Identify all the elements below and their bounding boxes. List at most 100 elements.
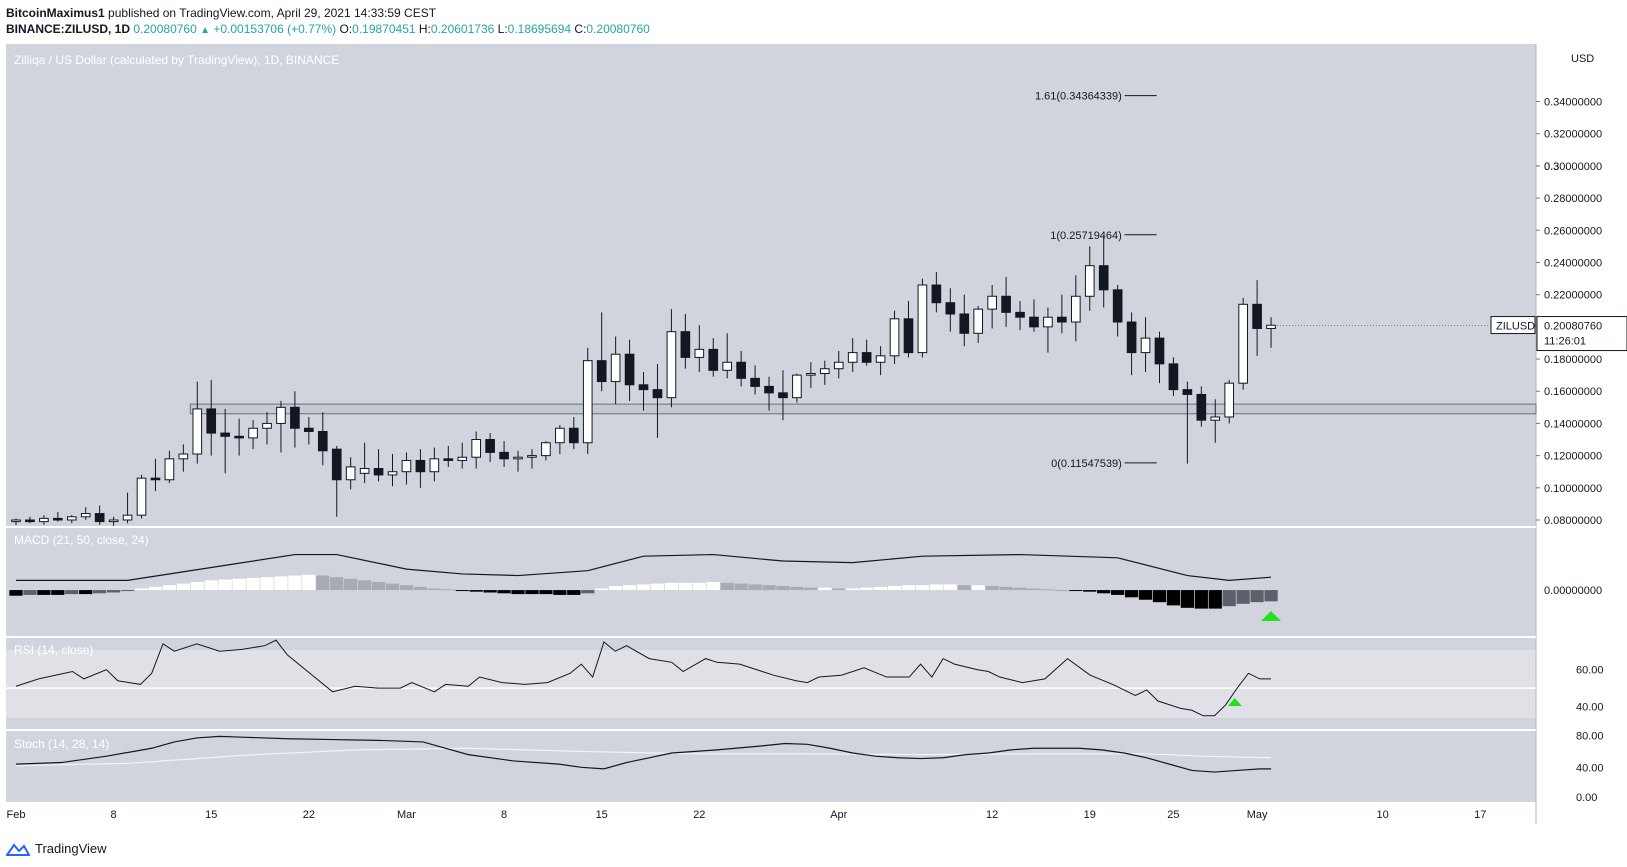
candle-down <box>317 430 328 452</box>
candle-down <box>959 313 970 334</box>
candle-up <box>806 373 816 376</box>
price-tick-label: 0.12000000 <box>1544 451 1602 463</box>
low-label: L: <box>497 22 508 36</box>
change-value: +0.00153706 (+0.77%) <box>213 22 337 36</box>
macd-histogram-bar <box>1111 590 1125 595</box>
candle-down <box>1252 303 1262 329</box>
last-price-value: 0.20080760 <box>1544 321 1602 333</box>
candle-up <box>80 513 91 518</box>
candle-down <box>415 459 426 473</box>
candle-down <box>750 377 760 387</box>
time-tick-label: Apr <box>830 809 847 821</box>
symbol-label: BINANCE:ZILUSD, 1D <box>6 22 131 36</box>
price-tick-label: 0.3 <box>1544 161 1559 173</box>
macd-histogram-bar <box>567 590 581 595</box>
high-label: H: <box>418 22 431 36</box>
macd-histogram-bar <box>65 590 79 595</box>
macd-histogram-bar <box>943 584 957 591</box>
candle-up <box>66 516 77 521</box>
candle-up <box>345 466 356 481</box>
candle-up <box>513 456 523 460</box>
rsi-tick-label: 60.00 <box>1576 665 1604 677</box>
candle-up <box>1266 324 1276 329</box>
macd-histogram-bar <box>148 586 163 591</box>
macd-histogram-bar <box>483 590 497 593</box>
macd-histogram-bar <box>664 582 679 591</box>
currency-label: USD <box>1571 53 1594 65</box>
macd-histogram-bar <box>37 590 51 595</box>
macd-histogram-bar <box>218 579 232 591</box>
candle-down <box>53 517 63 521</box>
candle-down <box>652 389 663 399</box>
candle-down <box>234 435 244 439</box>
author-name[interactable]: BitcoinMaximus1 <box>6 6 105 20</box>
macd-histogram-bar <box>860 587 874 591</box>
macd-histogram-bar <box>1166 590 1181 606</box>
macd-histogram-bar <box>901 585 916 591</box>
macd-histogram-bar <box>511 590 525 595</box>
price-tick-label: 0.16000000 <box>1544 386 1602 398</box>
candle-up <box>819 368 830 375</box>
stoch-label: Stoch (14, 28, 14) <box>14 737 109 751</box>
rsi-band <box>6 650 1536 718</box>
candle-down <box>1029 316 1039 328</box>
macd-histogram-bar <box>399 585 414 591</box>
time-tick-label: 10 <box>1376 809 1388 821</box>
time-tick-label: Mar <box>397 809 416 821</box>
macd-histogram-bar <box>344 578 358 591</box>
close-value: 0.20080760 <box>586 22 650 36</box>
stoch-pane <box>6 731 1536 802</box>
macd-histogram-bar <box>1041 589 1055 591</box>
time-tick-label: 15 <box>596 809 608 821</box>
candle-down <box>861 352 872 363</box>
tradingview-logo-icon <box>6 842 30 856</box>
candle-up <box>847 352 858 363</box>
macd-histogram-bar <box>385 583 400 591</box>
candle-down <box>499 451 509 460</box>
candle-down <box>94 513 105 523</box>
macd-histogram-bar <box>51 590 65 595</box>
candle-up <box>164 458 175 481</box>
macd-histogram-bar <box>9 590 23 596</box>
candle-down <box>596 360 607 383</box>
candle-up <box>39 517 49 523</box>
candle-up <box>457 456 468 461</box>
time-axis <box>6 802 1536 824</box>
ohlc-info: BINANCE:ZILUSD, 1D 0.20080760 ▲ +0.00153… <box>6 22 650 38</box>
macd-histogram-bar <box>692 582 706 591</box>
candle-down <box>485 439 495 453</box>
price-tick-label: 0.22000000 <box>1544 290 1602 302</box>
candle-down <box>25 519 35 523</box>
macd-histogram-bar <box>636 584 651 591</box>
high-value: 0.20601736 <box>430 22 495 36</box>
time-tick-label: 17 <box>1474 809 1486 821</box>
stoch-k-line <box>15 735 1272 773</box>
macd-signal-arrow <box>1261 611 1282 621</box>
macd-histogram-bar <box>706 582 720 591</box>
macd-histogram-bar <box>790 586 804 591</box>
last-price-tag <box>1536 316 1627 352</box>
candle-up <box>792 374 802 399</box>
macd-histogram-bar <box>1152 590 1167 603</box>
macd-histogram-bar <box>1027 588 1041 591</box>
macd-line <box>16 553 1272 581</box>
candle-up <box>276 406 286 424</box>
macd-histogram-bar <box>316 575 330 591</box>
macd-histogram-bar <box>720 582 734 591</box>
symbol-tag-label: ZILUSD <box>1496 321 1535 333</box>
macd-histogram-bar <box>232 578 246 591</box>
macd-histogram-bar <box>804 587 818 591</box>
tradingview-footer[interactable]: TradingView <box>6 841 107 856</box>
candle-down <box>150 477 161 481</box>
candle-down <box>638 384 649 391</box>
candle-up <box>429 458 440 473</box>
up-arrow-icon: ▲ <box>200 25 211 36</box>
macd-histogram-bar <box>120 590 135 592</box>
candle-up <box>917 284 928 354</box>
macd-histogram-bar <box>985 586 999 591</box>
candle-up <box>11 519 21 523</box>
macd-histogram-bar <box>106 590 121 593</box>
macd-histogram-bar <box>1097 590 1111 594</box>
macd-histogram-bar <box>260 577 274 591</box>
